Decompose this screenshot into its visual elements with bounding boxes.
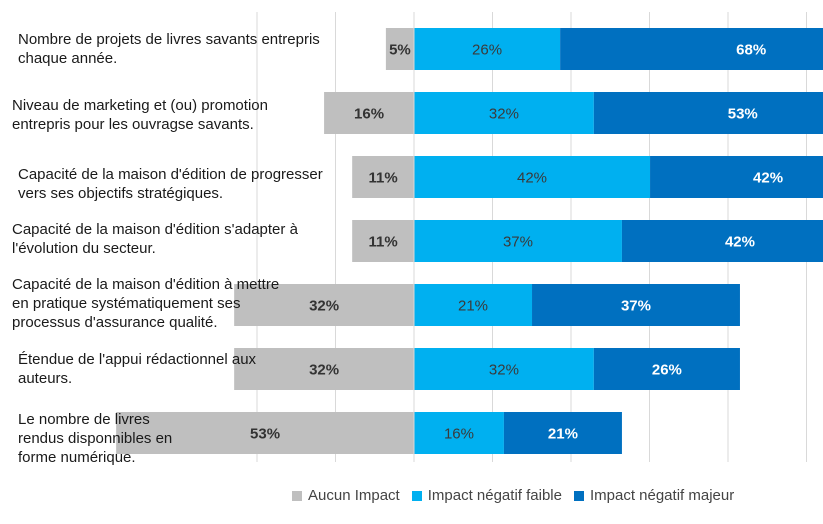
- data-label: 37%: [621, 298, 651, 315]
- data-label: 26%: [652, 362, 682, 379]
- bar-aucun-impact: [324, 92, 414, 134]
- bar-impact-majeur: [650, 156, 823, 198]
- category-label: Nombre de projets de livres savants entr…: [18, 30, 320, 68]
- category-label-line: rendus disponnibles en: [18, 430, 173, 447]
- data-label: 68%: [736, 42, 766, 59]
- bar-impact-faible: [414, 284, 533, 326]
- bar-impact-faible: [414, 156, 651, 198]
- data-label: 42%: [725, 234, 755, 251]
- bar-aucun-impact: [234, 348, 414, 390]
- legend: Aucun Impact Impact négatif faible Impact …: [292, 487, 746, 504]
- bar-impact-faible: [414, 412, 504, 454]
- legend-swatch: [411, 490, 422, 501]
- category-label: Capacité de la maison d'édition s'adapte…: [12, 220, 298, 258]
- bar-aucun-impact: [385, 28, 414, 70]
- legend-swatch: [292, 490, 302, 501]
- category-label-line: auteurs.: [18, 370, 73, 387]
- category-label-line: forme numérique.: [18, 449, 136, 466]
- legend-item: Impact négatif faible: [411, 487, 562, 504]
- legend-item: Impact négatif majeur: [573, 487, 735, 504]
- category-label-line: Nombre de projets de livres savants entr…: [18, 31, 320, 48]
- legend-label: Impact négatif faible: [427, 487, 562, 504]
- data-label: 32%: [309, 298, 339, 315]
- bar-aucun-impact: [352, 156, 414, 198]
- bar-impact-majeur: [532, 284, 740, 326]
- bar-impact-faible: [414, 348, 594, 390]
- legend-item: Aucun Impact: [292, 487, 400, 504]
- category-label-line: chaque année.: [18, 50, 118, 67]
- category-label: Niveau de marketing et (ou) promotion ent…: [12, 96, 268, 134]
- category-label: Étendue de l'appui rédactionnel aux auteu…: [18, 350, 256, 388]
- legend-label: Impact négatif majeur: [589, 487, 735, 504]
- data-label: 11%: [368, 170, 397, 187]
- data-label: 5%: [389, 42, 411, 59]
- data-label: 42%: [753, 170, 783, 187]
- bar-impact-faible: [414, 28, 561, 70]
- data-label: 16%: [354, 106, 384, 123]
- category-label-line: Capacité de la maison d'édition de progr…: [18, 166, 323, 183]
- data-label: 21%: [548, 426, 578, 443]
- category-label-line: vers ses objectifs stratégiques.: [18, 185, 224, 202]
- data-label: 37%: [503, 234, 533, 251]
- data-label: 53%: [250, 426, 280, 443]
- data-label: 53%: [728, 106, 758, 123]
- data-label: 32%: [489, 362, 519, 379]
- data-label: 16%: [444, 426, 474, 443]
- data-label: 42%: [517, 170, 547, 187]
- category-label-line: Capacité de la maison d'édition à mettre: [12, 276, 280, 293]
- bar-aucun-impact: [116, 412, 414, 454]
- legend-swatch: [573, 490, 584, 501]
- category-label-line: l'évolution du secteur.: [12, 240, 156, 257]
- bar-impact-majeur: [560, 28, 823, 70]
- bar-aucun-impact: [352, 220, 414, 262]
- category-label-line: entrepris pour les ouvragse savants.: [12, 116, 254, 133]
- legend-label: Aucun Impact: [308, 487, 400, 504]
- category-label-line: Le nombre de livres: [18, 411, 150, 428]
- data-label: 32%: [489, 106, 519, 123]
- data-label: 11%: [368, 234, 397, 251]
- category-label: Capacité de la maison d'édition à mettre…: [12, 275, 279, 332]
- bar-impact-majeur: [593, 348, 740, 390]
- bar-aucun-impact: [234, 284, 414, 326]
- bar-impact-majeur: [503, 412, 622, 454]
- bar-impact-majeur: [593, 92, 823, 134]
- category-label: Le nombre de livres rendus disponnibles e…: [18, 410, 172, 467]
- bar-impact-faible: [414, 92, 594, 134]
- category-label-line: Niveau de marketing et (ou) promotion: [12, 97, 268, 114]
- category-label: Capacité de la maison d'édition de progr…: [18, 165, 323, 203]
- category-label-line: Capacité de la maison d'édition s'adapte…: [12, 221, 298, 238]
- data-label: 32%: [309, 362, 339, 379]
- category-label-line: Étendue de l'appui rédactionnel aux: [18, 351, 257, 368]
- bar-impact-majeur: [621, 220, 823, 262]
- category-label-line: en pratique systématiquement ses: [12, 295, 241, 312]
- bar-impact-faible: [414, 220, 622, 262]
- data-label: 26%: [472, 42, 502, 59]
- data-label: 21%: [458, 298, 488, 315]
- category-label-line: processus d'assurance qualité.: [12, 314, 218, 331]
